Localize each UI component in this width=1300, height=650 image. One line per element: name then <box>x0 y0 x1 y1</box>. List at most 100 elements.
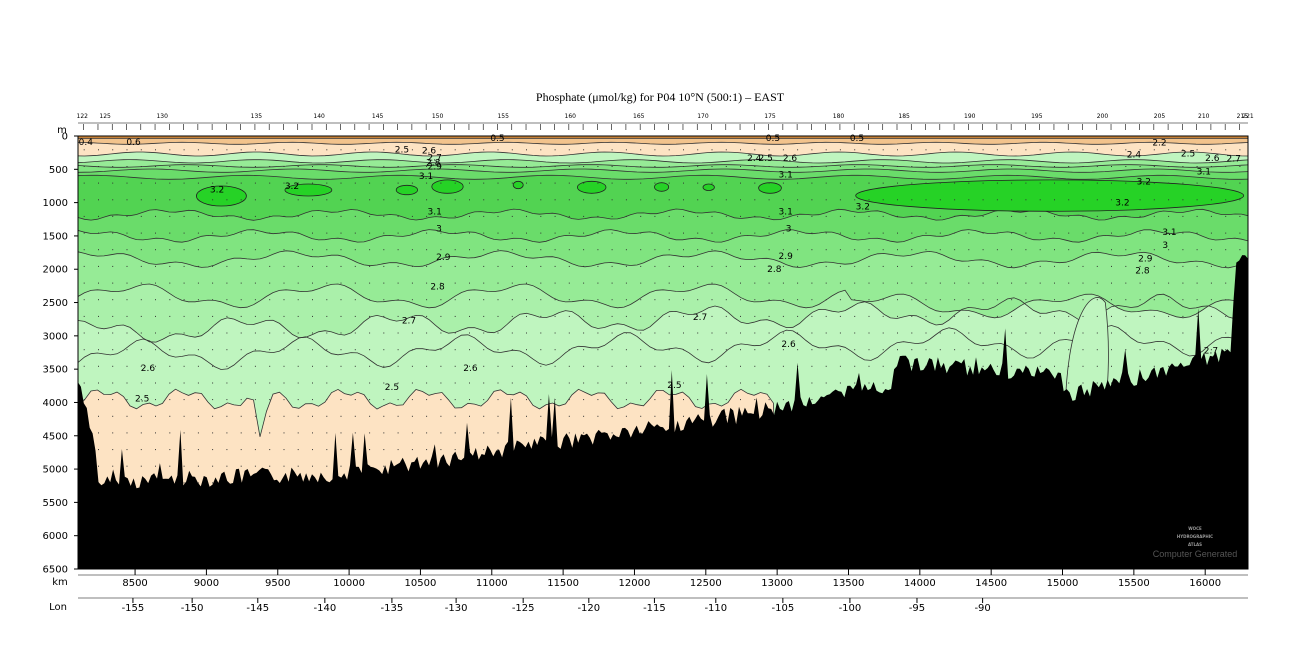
sample-dot <box>454 315 456 317</box>
km-tick-label: 15000 <box>1047 578 1079 589</box>
sample-dot <box>526 249 527 251</box>
sample-dot <box>654 349 656 351</box>
sample-dot <box>283 215 285 217</box>
sample-dot <box>469 399 470 401</box>
sample-dot <box>654 149 656 151</box>
sample-dot <box>1054 215 1055 217</box>
station-label: 180 <box>833 113 845 120</box>
sample-dot <box>226 349 228 351</box>
sample-dot <box>683 149 684 151</box>
sample-dot <box>1025 182 1027 184</box>
sample-dot <box>312 299 313 301</box>
sample-dot <box>140 265 142 267</box>
sample-dot <box>1111 199 1112 201</box>
sample-dot <box>568 332 570 334</box>
sample-dot <box>568 265 570 267</box>
sample-dot <box>297 332 299 334</box>
sample-dot <box>511 199 513 201</box>
sample-dot <box>1096 149 1098 151</box>
sample-dot <box>1068 299 1070 301</box>
sample-dot <box>996 166 998 167</box>
sample-dot <box>797 265 799 267</box>
sample-dot <box>397 249 399 251</box>
sample-dot <box>754 282 756 284</box>
sample-dot <box>454 166 456 167</box>
sample-dot <box>540 382 542 384</box>
sample-dot <box>725 265 727 267</box>
sample-dot <box>683 232 684 234</box>
sample-dot <box>1225 232 1227 234</box>
sample-dot <box>440 449 442 451</box>
sample-dot <box>497 166 499 167</box>
contour-label-2.6: 2.6 <box>463 364 478 374</box>
sample-dot <box>782 299 784 301</box>
sample-dot <box>1082 332 1084 334</box>
sample-dot <box>426 215 428 217</box>
sample-dot <box>725 332 727 334</box>
sample-dot <box>597 215 599 217</box>
sample-dot <box>511 315 513 317</box>
sample-dot <box>1196 215 1198 217</box>
sample-dot <box>1068 182 1070 184</box>
sample-dot <box>354 282 356 284</box>
sample-dot <box>369 215 371 217</box>
sample-dot <box>98 349 99 351</box>
sample-dot <box>568 166 570 167</box>
station-label: 165 <box>633 113 645 120</box>
y-tick-label: 5500 <box>43 498 68 509</box>
sample-dot <box>768 265 770 267</box>
sample-dot <box>1153 215 1155 217</box>
sample-dot <box>882 332 884 334</box>
sample-dot <box>98 415 99 417</box>
sample-dot <box>725 232 727 234</box>
sample-dot <box>469 332 470 334</box>
contour-label-0.5: 0.5 <box>766 134 780 144</box>
sample-dot <box>1168 199 1170 201</box>
station-label: 122 <box>77 113 89 120</box>
sample-dot <box>197 415 199 417</box>
sample-dot <box>383 432 385 434</box>
sample-dot <box>925 249 927 251</box>
sample-dot <box>1168 282 1170 284</box>
sample-dot <box>939 215 941 217</box>
sample-dot <box>625 166 627 167</box>
sample-dot <box>597 249 599 251</box>
contour-label-2.6: 2.6 <box>1205 154 1220 164</box>
sample-dot <box>1054 149 1055 151</box>
sample-dot <box>369 282 371 284</box>
sample-dot <box>426 432 428 434</box>
sample-dot <box>454 149 456 151</box>
sample-dot <box>1082 199 1084 201</box>
sample-dot <box>197 282 199 284</box>
sample-dot <box>197 215 199 217</box>
sample-dot <box>540 299 542 301</box>
sample-dot <box>911 215 913 217</box>
contour-label-2.8: 2.8 <box>426 159 441 169</box>
sample-dot <box>996 149 998 151</box>
sample-dot <box>254 149 256 151</box>
sample-dot <box>668 382 670 384</box>
sample-dot <box>254 465 256 467</box>
sample-dot <box>540 332 542 334</box>
sample-dot <box>1025 199 1027 201</box>
sample-dot <box>668 365 670 367</box>
sample-dot <box>611 382 613 384</box>
sample-dot <box>169 365 171 367</box>
sample-dot <box>155 249 156 251</box>
sample-dot <box>112 249 114 251</box>
sample-dot <box>454 449 456 451</box>
station-label: 221 <box>1242 113 1254 120</box>
sample-dot <box>197 349 199 351</box>
sample-dot <box>897 215 898 217</box>
sample-dot <box>1210 315 1212 317</box>
station-label: 210 <box>1198 113 1210 120</box>
sample-dot <box>782 349 784 351</box>
sample-dot <box>768 349 770 351</box>
sample-dot <box>212 182 214 184</box>
sample-dot <box>269 365 271 367</box>
sample-dot <box>1168 349 1170 351</box>
sample-dot <box>782 332 784 334</box>
sample-dot <box>426 299 428 301</box>
sample-dot <box>312 282 313 284</box>
sample-dot <box>839 315 841 317</box>
